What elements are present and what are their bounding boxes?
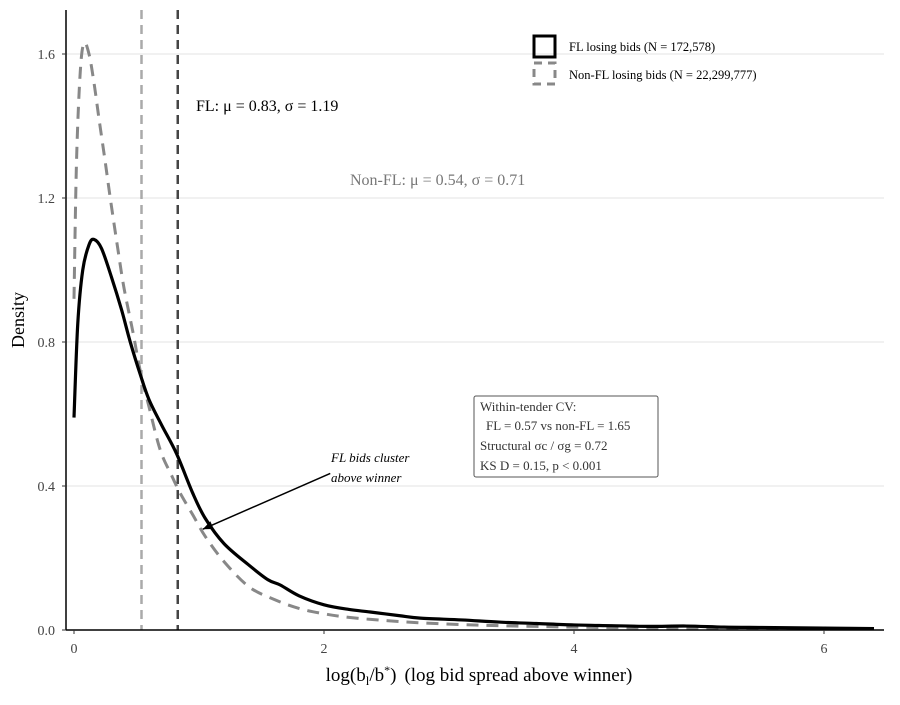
arrow-annotation-line2: above winner [331, 470, 402, 485]
x-tick-label: 2 [321, 642, 328, 657]
nonfl-stats-annotation: Non-FL: μ = 0.54, σ = 0.71 [350, 172, 525, 189]
stats-box-line: Structural σc / σg = 0.72 [480, 438, 608, 453]
x-tick-label: 6 [821, 642, 828, 657]
grid-lines [66, 53, 884, 487]
stats-box: Within-tender CV: FL = 0.57 vs non-FL = … [473, 395, 659, 478]
legend-label-fl: FL losing bids (N = 172,578) [569, 40, 715, 54]
y-tick-label: 0.8 [38, 336, 56, 351]
x-tick-label: 4 [571, 642, 578, 657]
stats-box-line: FL = 0.57 vs non-FL = 1.65 [486, 418, 630, 433]
stats-box-line: KS D = 0.15, p < 0.001 [480, 458, 602, 473]
legend-swatch-nonfl [532, 61, 557, 86]
legend-swatch-fl [532, 34, 557, 59]
y-tick-label: 1.6 [38, 48, 56, 63]
series-lines [72, 41, 875, 631]
fl-stats-annotation: FL: μ = 0.83, σ = 1.19 [196, 98, 338, 115]
y-tick-label: 0.4 [38, 480, 56, 495]
legend-label-nonfl: Non-FL losing bids (N = 22,299,777) [569, 68, 757, 82]
arrow-head [202, 521, 214, 530]
x-ticks: 0 2 4 6 [71, 630, 828, 657]
fl-density-line [72, 237, 875, 631]
y-tick-label: 0.0 [38, 624, 56, 639]
mean-lines [140, 10, 179, 630]
y-axis-label: Density [8, 292, 28, 348]
stats-box-line: Within-tender CV: [480, 399, 576, 414]
y-ticks: 0.0 0.4 0.8 1.2 1.6 [38, 48, 66, 639]
arrow-annotation-line1: FL bids cluster [330, 450, 410, 465]
y-tick-label: 1.2 [38, 192, 56, 207]
nonfl-density-line [72, 41, 875, 631]
legend: FL losing bids (N = 172,578) Non-FL losi… [532, 34, 757, 86]
arrow-shaft [202, 472, 331, 530]
annotation-arrow [202, 472, 331, 530]
x-axis-label: log(bl/b*) (log bid spread above winner) [326, 663, 633, 688]
x-tick-label: 0 [71, 642, 78, 657]
